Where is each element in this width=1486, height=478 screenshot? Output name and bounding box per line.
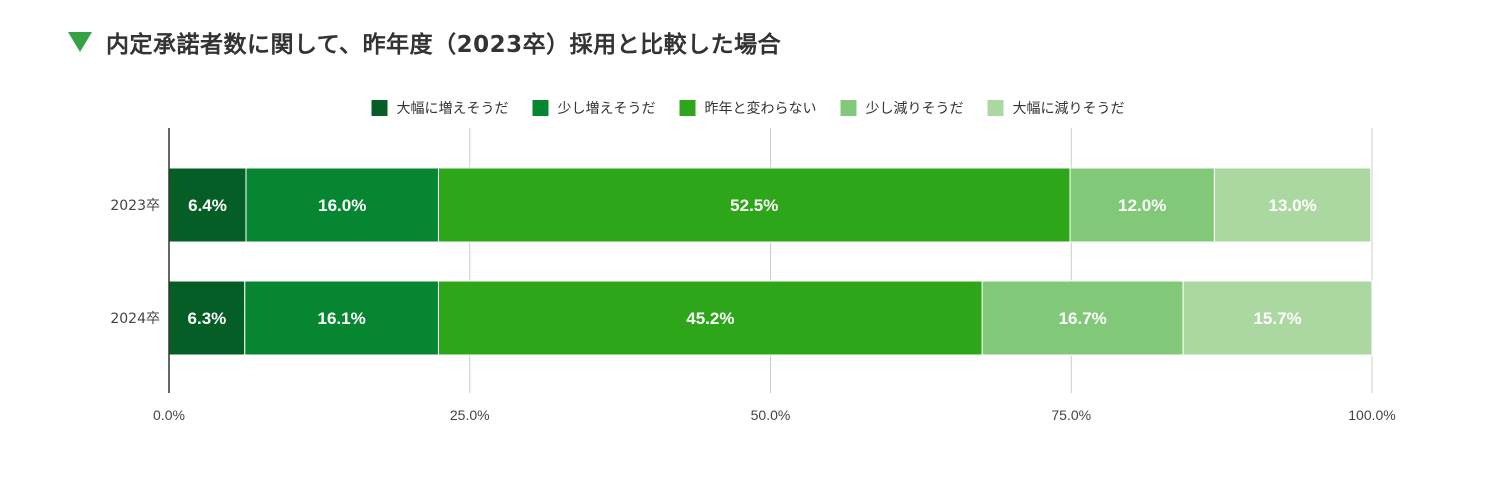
bar-segment (1069, 167, 1215, 243)
bar-segment (168, 167, 247, 243)
data-label: 52.5% (730, 196, 778, 215)
bar-segment (245, 167, 439, 243)
legend-swatch (987, 100, 1004, 116)
bar-segment (168, 280, 246, 356)
x-tick-label: 75.0% (1051, 407, 1091, 423)
x-tick-label: 100.0% (1348, 407, 1395, 423)
data-label: 16.0% (318, 196, 366, 215)
x-tick-label: 50.0% (751, 407, 791, 423)
legend-label: 大幅に増えそうだ (397, 101, 509, 117)
data-label: 16.1% (318, 309, 366, 328)
bar-segment (1213, 167, 1372, 243)
legend-swatch (532, 100, 549, 116)
x-tick-label: 0.0% (153, 407, 185, 423)
data-label: 6.3% (188, 309, 227, 328)
bar-segment (244, 280, 439, 356)
bar-segment (437, 167, 1071, 243)
bar-segment (1182, 280, 1373, 356)
data-label: 16.7% (1059, 309, 1107, 328)
legend-label: 大幅に減りそうだ (1013, 100, 1125, 117)
legend-label: 昨年と変わらない (705, 100, 817, 117)
legend: 大幅に増えそうだ 少し増えそうだ 昨年と変わらない 少し減りそうだ 大幅に減りそうだ (371, 100, 1125, 117)
bars: 6.4% 16.0% 52.5% 12.0% 13.0% 6.3% 16.1% 45.2% 16… (168, 167, 1373, 356)
data-label: 12.0% (1118, 196, 1166, 215)
data-label: 15.7% (1253, 309, 1301, 328)
legend-swatch (679, 100, 696, 116)
data-label: 45.2% (686, 309, 734, 328)
legend-label: 少し減りそうだ (866, 100, 964, 117)
category-label: 2023卒 (110, 198, 160, 214)
title-row: 内定承諾者数に関して、昨年度（2023卒）採用と比較した場合 (68, 22, 781, 62)
category-label: 2024卒 (110, 311, 160, 327)
axis: 0.0% 25.0% 50.0% 75.0% 100.0% 2023卒 2024卒 (110, 128, 1396, 423)
legend-swatch (371, 100, 388, 116)
legend-label: 少し増えそうだ (558, 101, 656, 117)
down-triangle-icon (68, 32, 92, 52)
x-tick-label: 25.0% (450, 407, 490, 423)
data-label: 13.0% (1269, 196, 1317, 215)
bar-segment (437, 280, 983, 356)
page-title: 内定承諾者数に関して、昨年度（2023卒）採用と比較した場合 (106, 32, 782, 58)
data-label: 6.4% (188, 196, 227, 215)
legend-swatch (840, 100, 857, 116)
